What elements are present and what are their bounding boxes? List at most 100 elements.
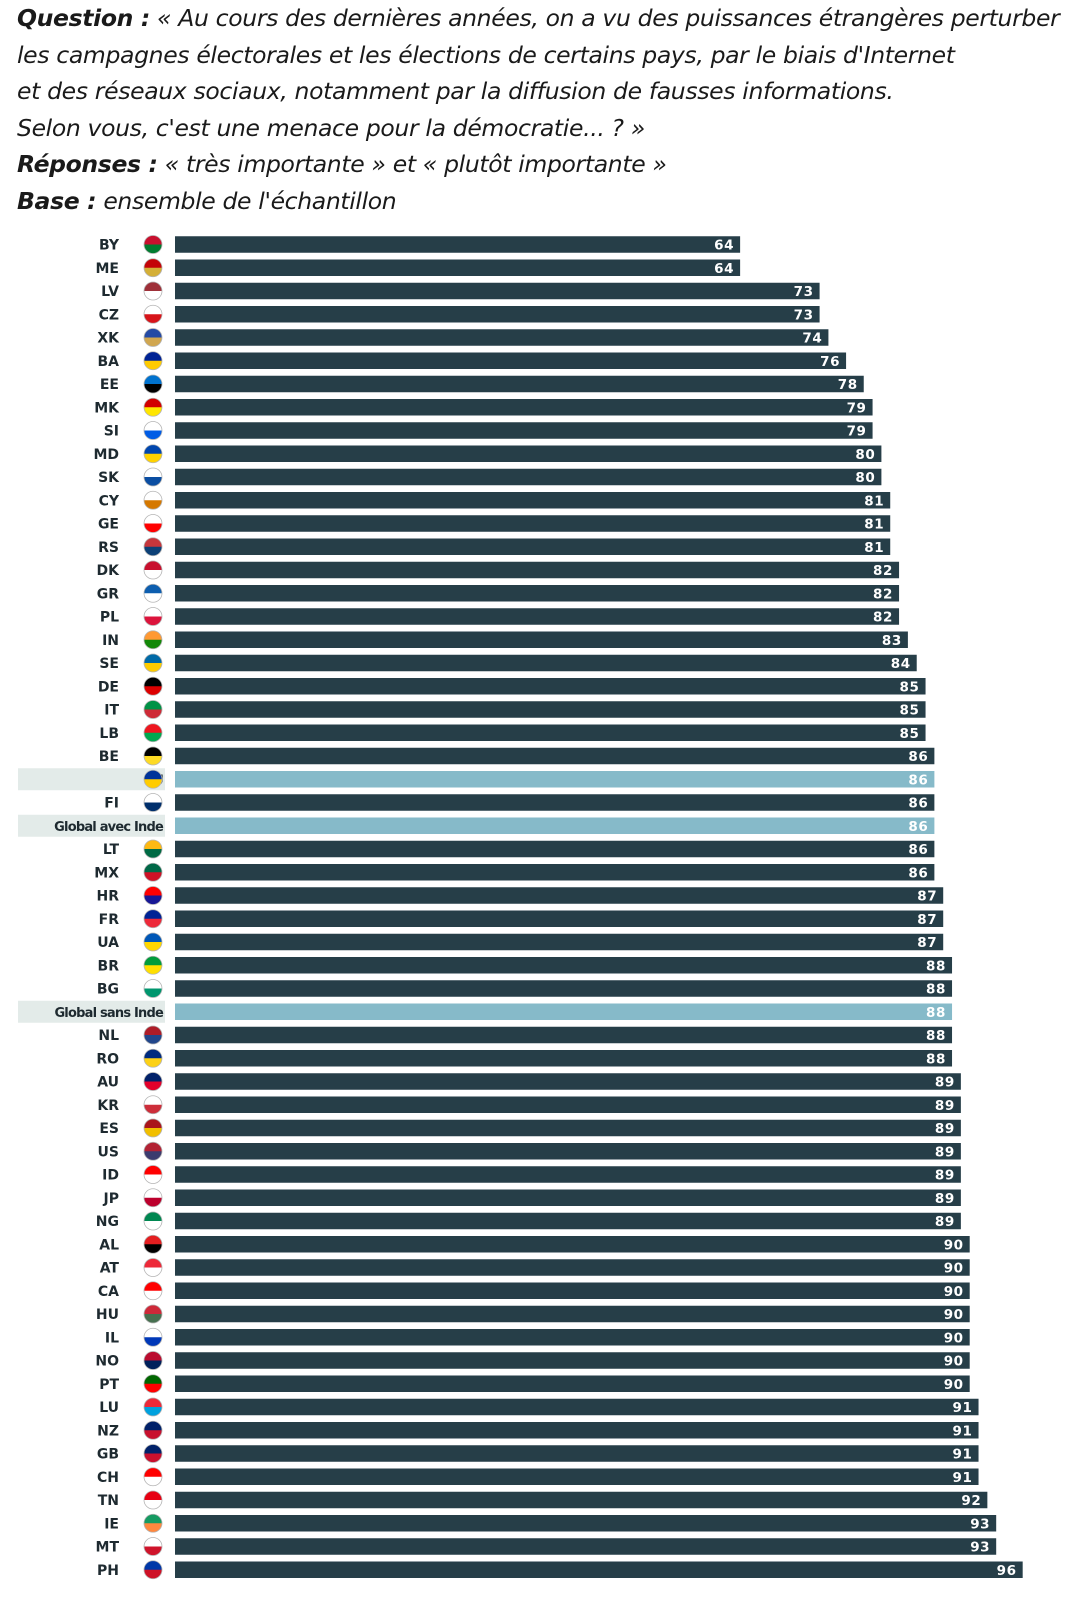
value-label-global-sans-inde: 88	[926, 1005, 946, 1021]
value-label-md: 80	[855, 447, 875, 463]
category-label-lv: LV	[101, 284, 119, 300]
flag-icon-fr	[143, 909, 163, 929]
category-label-cz: CZ	[99, 307, 119, 323]
value-label-in: 83	[882, 633, 902, 649]
question-label: Question :	[17, 4, 150, 32]
category-label-tn: TN	[98, 1493, 119, 1509]
category-label-gr: GR	[97, 586, 119, 602]
value-label-ng: 89	[935, 1214, 955, 1230]
base-line: Base : ensemble de l'échantillon	[17, 183, 1067, 220]
value-label-by: 64	[714, 238, 734, 254]
bar-mt	[175, 1538, 997, 1555]
flag-icon-ba	[143, 351, 163, 371]
flag-icon-gb	[143, 1444, 163, 1463]
category-label-fr: FR	[99, 912, 120, 928]
category-label-pt: PT	[99, 1377, 119, 1393]
bar-si	[175, 422, 873, 439]
category-label-ie: IE	[104, 1516, 119, 1532]
category-label-by: BY	[99, 238, 120, 254]
flag-icon-pl	[143, 607, 163, 626]
flag-icon-ua	[143, 932, 163, 952]
bar-ng	[175, 1212, 961, 1230]
flag-icon-mt	[143, 1537, 163, 1556]
category-label-ca: CA	[98, 1284, 119, 1300]
flag-icon-al	[143, 1234, 163, 1254]
value-label-fi: 86	[908, 796, 928, 812]
chart-header: Question : « Au cours des dernières anné…	[17, 0, 1067, 219]
value-label-tn: 92	[961, 1493, 981, 1509]
value-label-rs: 81	[864, 540, 884, 556]
question-line-2: les campagnes électorales et les électio…	[17, 40, 955, 69]
value-label-ba: 76	[820, 354, 840, 370]
flag-icon-ie	[143, 1513, 163, 1533]
value-label-si: 79	[847, 424, 867, 440]
flag-icon-si	[143, 421, 163, 440]
bar-gb	[175, 1445, 979, 1462]
value-label-cy: 81	[864, 493, 884, 509]
category-label-lb: LB	[99, 726, 119, 742]
bar-sk	[175, 468, 882, 486]
value-label-ua: 87	[917, 935, 937, 951]
value-label-es: 89	[935, 1121, 955, 1137]
category-label-dk: DK	[97, 563, 121, 579]
flag-icon-at	[143, 1258, 163, 1277]
flag-icon-no	[143, 1351, 163, 1370]
value-label-mt: 93	[970, 1540, 990, 1556]
value-label-fr: 87	[917, 912, 937, 928]
bar-ee	[175, 375, 864, 393]
bar-lb	[175, 724, 926, 741]
category-label-xk: XK	[97, 331, 120, 347]
bar-id	[175, 1166, 961, 1183]
bar-se	[175, 654, 917, 672]
flag-icon-md	[143, 444, 163, 464]
value-label-au: 89	[935, 1075, 955, 1091]
flag-icon-me	[143, 258, 163, 278]
category-label-in: IN	[102, 633, 119, 649]
bar-pl	[175, 608, 900, 625]
base-label: Base :	[17, 186, 97, 215]
flag-icon-mx	[143, 862, 163, 882]
category-label-mt: MT	[96, 1540, 120, 1556]
category-label-se: SE	[99, 656, 119, 672]
answers-label: Réponses :	[17, 150, 158, 178]
highlight-label-bg-eu	[18, 768, 165, 791]
flag-icon-by	[143, 235, 163, 254]
value-label-de: 85	[900, 679, 920, 695]
bar-nl	[175, 1026, 953, 1044]
category-label-lt: LT	[103, 842, 120, 858]
flag-icon-ng	[143, 1211, 163, 1231]
highlight-label-bg-global-avec-inde	[18, 814, 165, 837]
category-label-al: AL	[99, 1237, 119, 1253]
value-label-eu: 86	[908, 772, 928, 788]
category-label-hu: HU	[96, 1307, 119, 1323]
value-label-mx: 86	[908, 865, 928, 881]
value-label-sk: 80	[855, 470, 875, 486]
category-label-de: DE	[98, 679, 119, 695]
bar-no	[175, 1352, 970, 1369]
category-label-pl: PL	[100, 610, 119, 626]
bar-ro	[175, 1050, 953, 1067]
category-label-rs: RS	[98, 540, 119, 556]
category-label-fi: FI	[104, 796, 119, 812]
value-label-se: 84	[891, 656, 911, 672]
bar-mk	[175, 399, 873, 416]
category-label-mk: MK	[94, 400, 120, 416]
value-label-br: 88	[926, 958, 946, 974]
flag-icon-jp	[143, 1188, 163, 1208]
value-label-pt: 90	[944, 1377, 964, 1393]
flag-icon-us	[143, 1141, 163, 1161]
value-label-me: 64	[714, 261, 734, 277]
value-label-kr: 89	[935, 1098, 955, 1114]
flag-icon-dk	[143, 560, 163, 580]
flag-icon-rs	[143, 537, 163, 557]
bar-es	[175, 1119, 961, 1137]
bar-it	[175, 701, 926, 718]
category-label-nl: NL	[98, 1028, 119, 1044]
category-label-mx: MX	[94, 865, 119, 881]
category-label-cy: CY	[99, 493, 120, 509]
flag-icon-id	[143, 1165, 163, 1184]
bar-au	[175, 1073, 961, 1090]
flag-icon-ch	[143, 1467, 163, 1487]
category-label-sk: SK	[98, 470, 120, 486]
category-label-au: AU	[97, 1075, 119, 1091]
